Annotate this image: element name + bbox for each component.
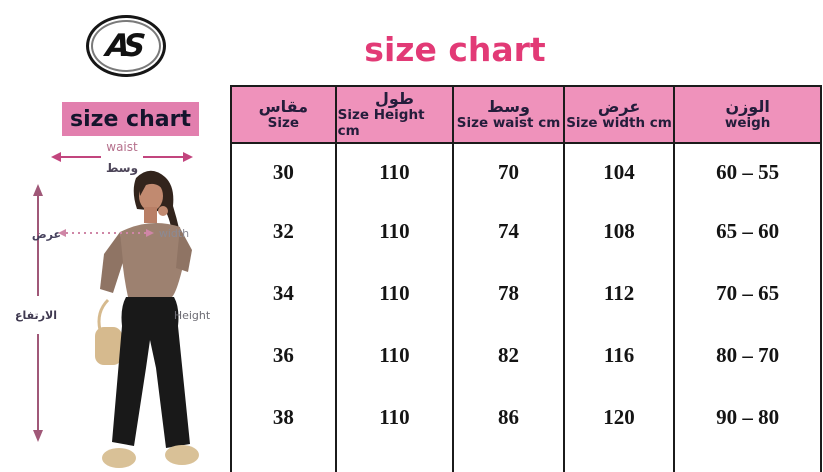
cell-size: 32 [232,200,337,262]
table-row: 32 110 74 108 65 – 60 [232,200,820,262]
height-arrow-down-head [33,430,43,442]
brand-logo: AS [86,15,166,77]
model-right-shoe [165,445,199,465]
logo-monogram: AS [104,28,141,64]
width-label-ar: عرض [32,228,61,241]
height-label-ar: الارتفاع [15,309,57,322]
cell-weight: 80 – 70 [716,342,780,367]
cell-height: 110 [337,386,455,448]
height-arrow-up-head [33,184,43,196]
model-left-shoe [102,448,136,468]
side-size-chart-label: size chart [62,102,199,136]
header-weight-ar: الوزن [725,96,770,116]
header-weight-en: weigh [724,114,771,131]
model-bag [95,327,122,365]
cell-weight: 90 – 80 [716,404,780,429]
width-label-en: width [159,227,189,240]
height-label-en: Height [174,309,211,322]
cell-size: 34 [232,262,337,324]
waist-annotation: waist وسط [51,140,193,176]
header-size-en: Size [267,114,300,131]
cell-size: 38 [232,386,337,448]
cell-waist: 86 [454,386,565,448]
model-right-sleeve [176,228,192,272]
cell-height: 110 [337,324,455,386]
cell-width: 104 [565,144,676,200]
table-header-row: مقاس Size طول Size Height cm وسط Size wa… [232,87,820,144]
cell-weight: 70 – 65 [716,280,780,305]
cell-width: 112 [565,262,676,324]
model-hair-fringe [139,177,164,196]
cell-size: 36 [232,324,337,386]
header-waist-en: Size waist cm [456,114,561,131]
cell-empty [232,448,337,472]
model-pants [112,297,190,448]
header-height-ar: طول [374,88,414,108]
cell-width: 108 [565,200,676,262]
table-row: 34 110 78 112 70 – 65 [232,262,820,324]
waist-arrow-right-head [183,152,193,162]
bag-strap [97,298,110,331]
cell-weight: 60 – 55 [716,159,780,184]
cell-width: 116 [565,324,676,386]
cell-empty [565,448,676,472]
header-cell-width: عرض Size width cm [565,87,676,142]
cell-waist: 70 [454,144,565,200]
model-face [139,181,163,211]
cell-empty [337,448,455,472]
header-height-en: Size Height cm [337,107,425,139]
table-row: 38 110 86 120 90 – 80 [232,386,820,448]
header-cell-size: مقاس Size [232,87,337,142]
table-row: 36 110 82 116 80 – 70 [232,324,820,386]
waist-arrow-left-head [51,152,61,162]
logo-oval-ring: AS [86,15,166,77]
header-cell-weight: الوزن weigh [675,87,820,142]
table-filler-row [232,448,820,472]
cell-waist: 82 [454,324,565,386]
width-arrow-left-head [58,229,66,237]
cell-height: 110 [337,262,455,324]
size-table: مقاس Size طول Size Height cm وسط Size wa… [230,85,822,472]
model-neck [144,207,157,223]
cell-waist: 74 [454,200,565,262]
cell-empty [675,448,820,472]
waist-label-en: waist [106,140,138,154]
header-cell-waist: وسط Size waist cm [454,87,565,142]
cell-size: 30 [232,144,337,200]
header-size-ar: مقاس [258,96,309,116]
waist-label-ar: وسط [106,161,138,176]
cell-waist: 78 [454,262,565,324]
height-annotation: الارتفاع Height [15,184,211,442]
header-waist-ar: وسط [487,96,530,116]
cell-height: 110 [337,144,455,200]
model-hand [158,206,168,216]
model-photo [95,170,199,468]
header-cell-height: طول Size Height cm [337,87,455,142]
page-title: size chart [364,30,546,69]
model-measurement-figure: waist وسط الارتفاع Height عرض width [15,140,211,468]
header-width-en: Size width cm [566,114,672,131]
cell-weight: 65 – 60 [716,218,780,243]
cell-empty [454,448,565,472]
header-width-ar: عرض [597,96,641,116]
model-top [120,223,184,297]
model-left-sleeve [100,232,123,293]
width-annotation: عرض width [32,227,189,241]
width-arrow-right-head [146,229,154,237]
cell-width: 120 [565,386,676,448]
cell-height: 110 [337,200,455,262]
table-row: 30 110 70 104 60 – 55 [232,144,820,200]
